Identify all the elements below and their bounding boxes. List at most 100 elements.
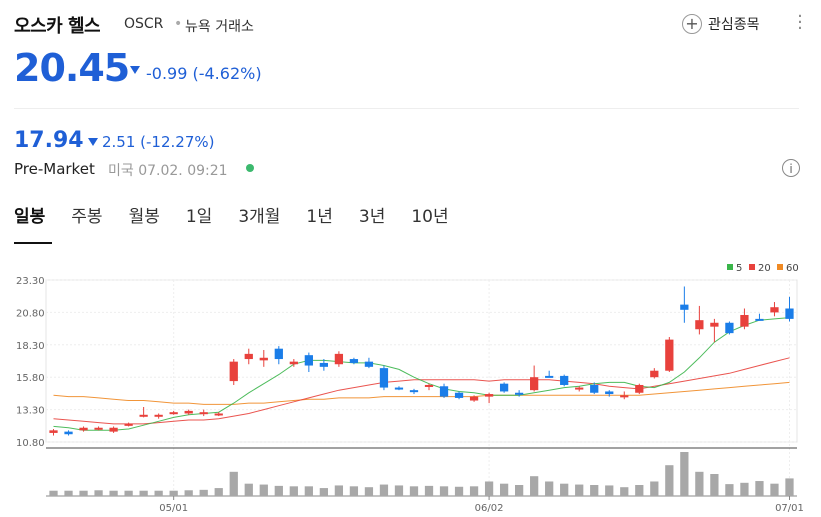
volume-bar	[274, 485, 283, 496]
tab-3m[interactable]: 3개월	[238, 207, 281, 227]
tab-1d[interactable]: 1일	[185, 207, 213, 227]
tab-10y[interactable]: 10년	[411, 207, 449, 227]
volume-bar	[740, 482, 749, 496]
volume-bar	[154, 490, 163, 496]
volume-bar	[304, 486, 313, 496]
add-watchlist-button[interactable]: + 관심종목	[682, 14, 760, 34]
stock-name: 오스카 헬스	[14, 16, 101, 37]
candle-body	[439, 386, 449, 397]
volume-bar	[409, 486, 419, 496]
candle-body	[289, 361, 298, 365]
candle-body	[334, 353, 344, 365]
candle-body	[319, 362, 329, 367]
candle-body	[725, 322, 734, 334]
volume-bar	[124, 490, 133, 496]
legend-label: 60	[786, 263, 799, 274]
candle-body	[259, 357, 268, 361]
info-icon[interactable]: i	[782, 159, 800, 177]
candle-body	[499, 383, 509, 392]
legend-swatch	[727, 264, 733, 270]
volume-bar	[79, 490, 88, 496]
legend-swatch	[777, 264, 783, 270]
volume-bar	[560, 483, 569, 496]
candle-body	[94, 427, 103, 430]
legend-label: 20	[758, 263, 771, 274]
candlestick-chart[interactable]: 23.30 20.80 18.30 15.80 13.30 10.80 05/01 06/02…	[0, 255, 821, 517]
active-tab-indicator	[14, 242, 52, 244]
volume-bar	[590, 485, 599, 496]
candle-body	[575, 387, 584, 390]
divider	[14, 108, 799, 109]
candle-body	[785, 308, 794, 319]
plot-frame	[45, 279, 798, 443]
volume-bar	[394, 485, 404, 496]
volume-bar	[64, 490, 73, 496]
candle-body	[740, 314, 749, 327]
tab-daily[interactable]: 일봉	[14, 207, 46, 227]
legend-swatch	[749, 264, 755, 270]
volume-bar	[349, 486, 359, 496]
candle-body	[484, 394, 494, 397]
volume-bar	[665, 465, 674, 496]
separator-dot: •	[174, 16, 183, 32]
premarket-label: Pre-Market	[14, 160, 95, 178]
y-tick-label: 13.30	[16, 406, 45, 417]
candle-body	[154, 414, 163, 417]
volume-bar	[469, 486, 479, 496]
volume-bar	[545, 481, 554, 496]
y-tick-label: 23.30	[16, 276, 45, 287]
candle-body	[680, 304, 689, 310]
candle-body	[364, 361, 374, 367]
y-tick-label: 10.80	[16, 438, 45, 449]
candle-body	[650, 370, 659, 378]
candle-body	[274, 348, 283, 360]
candle-body	[469, 396, 479, 401]
candle-body	[695, 320, 704, 330]
volume-bar	[334, 485, 344, 496]
watchlist-label: 관심종목	[708, 17, 760, 33]
volume-bar	[710, 474, 719, 496]
tab-monthly[interactable]: 월봉	[128, 207, 160, 227]
candle-body	[214, 413, 223, 416]
volume-bar	[214, 488, 223, 496]
volume-bar	[139, 490, 148, 496]
candle-body	[560, 375, 569, 385]
volume-bar	[530, 476, 539, 496]
tab-weekly[interactable]: 주봉	[71, 207, 103, 227]
volume-bar	[244, 483, 253, 496]
candle-body	[379, 368, 389, 388]
candle-body	[64, 431, 73, 435]
candle-body	[770, 307, 779, 313]
candle-body	[394, 387, 404, 390]
live-status-dot	[246, 164, 254, 172]
volume-bar	[575, 484, 584, 496]
candle-body	[514, 392, 524, 395]
volume-bar	[499, 483, 509, 496]
volume-bar	[680, 452, 689, 496]
y-tick-label: 20.80	[16, 308, 45, 319]
premarket-time: 미국 07.02. 09:21	[108, 163, 228, 179]
candle-body	[424, 384, 434, 387]
volume-bar	[109, 490, 118, 496]
tab-3y[interactable]: 3년	[358, 207, 386, 227]
y-tick-label: 18.30	[16, 341, 45, 352]
candle-body	[169, 412, 178, 415]
down-arrow-icon	[130, 66, 140, 74]
premarket-change: 2.51 (-12.27%)	[102, 133, 215, 151]
candle-body	[755, 318, 764, 321]
volume-bar	[605, 485, 614, 496]
down-arrow-icon	[88, 138, 98, 146]
tab-1y[interactable]: 1년	[306, 207, 333, 227]
candle-body	[710, 322, 719, 327]
candle-body	[199, 412, 208, 415]
candle-body	[530, 377, 539, 391]
ticker-symbol: OSCR	[124, 16, 164, 32]
premarket-price: 17.94	[14, 128, 84, 153]
candle-body	[635, 384, 644, 393]
volume-bar	[319, 488, 329, 496]
more-options-icon[interactable]: · · ·	[797, 6, 803, 39]
ma20-line	[53, 357, 790, 425]
candle-body	[244, 353, 253, 360]
x-tick-label: 07/01	[775, 503, 804, 514]
candle-body	[139, 414, 148, 417]
